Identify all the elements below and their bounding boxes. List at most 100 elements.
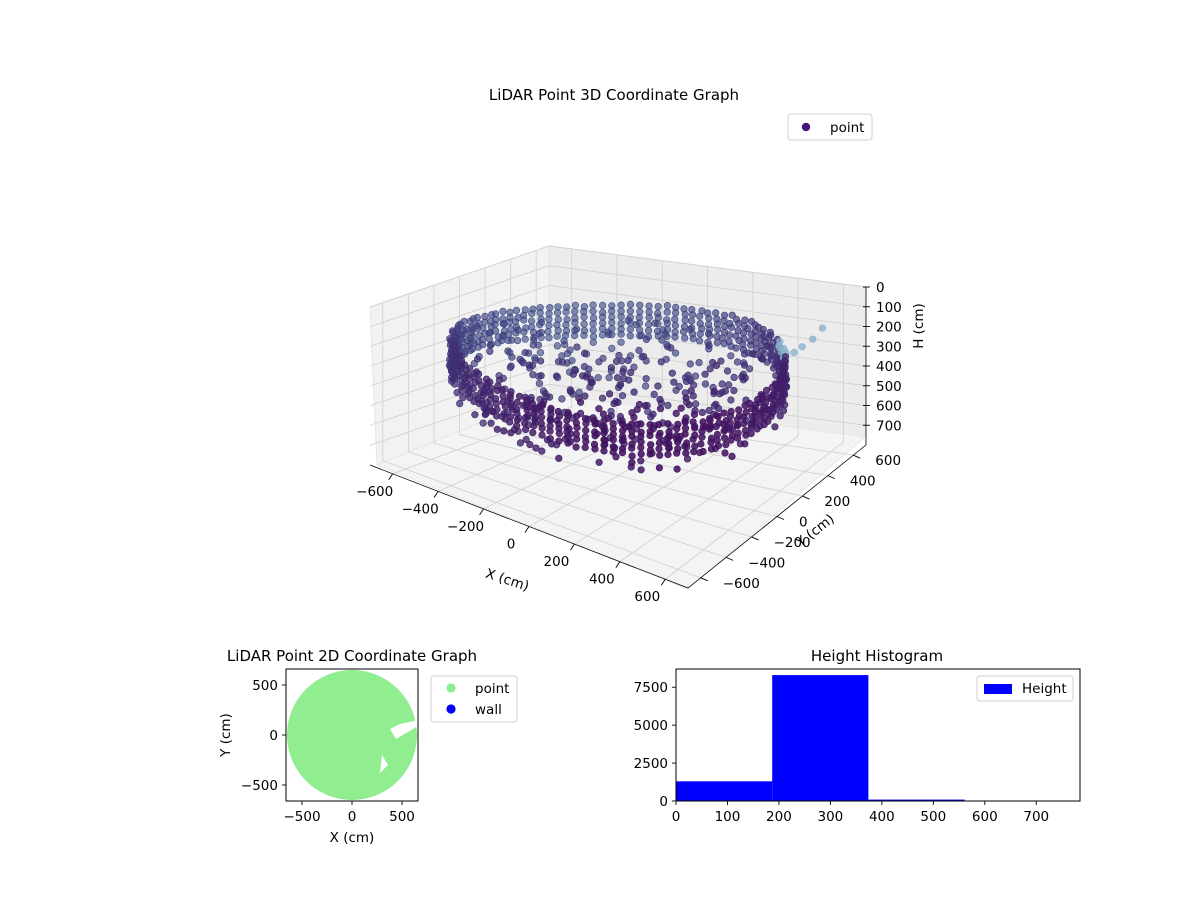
data-point-3d: [486, 402, 494, 411]
data-point-3d: [527, 317, 536, 325]
data-point-3d: [600, 429, 608, 437]
data-point-3d: [647, 441, 655, 449]
data-point-3d: [689, 418, 697, 426]
legend-histogram-box: [976, 675, 1074, 702]
data-point-3d: [468, 329, 476, 337]
data-point-3d: [588, 378, 596, 387]
data-point-3d: [499, 307, 507, 316]
data-point-3d: [626, 332, 634, 340]
z-tick-label-3d: 0: [876, 280, 885, 296]
data-point-3d: [653, 309, 662, 318]
y-tick-label-hist: 5000: [634, 718, 668, 734]
data-point-3d: [654, 382, 662, 390]
data-point-3d: [624, 356, 632, 365]
grid-line-x: [483, 260, 663, 510]
y-tick-3d: [725, 556, 734, 561]
data-point-3d: [664, 420, 672, 428]
data-point-3d: [535, 330, 543, 338]
z-tick-label-3d: 100: [876, 300, 902, 316]
data-point-3d: [714, 412, 722, 421]
data-point-3d: [581, 443, 589, 452]
data-point-3d: [655, 439, 664, 447]
data-point-3d: [599, 410, 608, 418]
data-point-3d: [599, 308, 607, 317]
data-point-3d: [712, 361, 721, 370]
data-point-3d: [617, 307, 625, 315]
data-point-3d: [529, 371, 537, 379]
data-point-3d: [474, 355, 482, 363]
data-point-3d: [720, 317, 728, 325]
data-point-3d: [675, 382, 683, 391]
x-axis-label-2d: X (cm): [330, 830, 375, 846]
data-point-3d: [545, 310, 553, 318]
x-tick-label-2d: −500: [283, 809, 320, 825]
data-point-3d: [529, 429, 537, 437]
data-point-3d: [682, 394, 690, 402]
data-point-3d: [500, 410, 508, 418]
data-point-3d: [718, 380, 726, 388]
data-point-3d: [673, 465, 681, 473]
data-point-3d: [798, 343, 806, 351]
data-point-3d: [671, 349, 680, 357]
data-point-3d: [726, 320, 734, 328]
data-point-3d: [663, 308, 671, 316]
data-point-3d: [636, 301, 644, 309]
data-point-3d: [512, 422, 521, 430]
y-tick-label-3d: 0: [799, 515, 808, 531]
grid-line-y: [433, 285, 752, 538]
data-point-3d: [481, 410, 489, 419]
data-point-3d: [452, 346, 460, 354]
data-point-3d: [626, 300, 635, 309]
data-point-3d: [481, 312, 489, 321]
data-point-3d: [681, 316, 689, 324]
data-point-3d: [610, 400, 618, 408]
data-point-3d: [530, 333, 538, 342]
y-tick-3d: [700, 577, 708, 582]
data-point-3d: [571, 314, 579, 322]
data-point-3d: [572, 443, 580, 451]
data-point-3d: [705, 415, 714, 423]
data-point-3d: [537, 407, 545, 416]
data-point-3d: [541, 389, 549, 398]
data-point-3d: [635, 314, 643, 322]
grid-line-y: [407, 293, 727, 558]
x-tick-label-3d: 400: [589, 572, 615, 588]
data-point-3d: [579, 372, 587, 380]
data-point-3d: [493, 412, 501, 420]
histogram-bar: [868, 799, 965, 801]
grid-line-y: [382, 302, 701, 579]
x-tick-label-2d: 500: [389, 809, 415, 825]
x-tick-label-3d: −200: [447, 519, 484, 535]
data-point-3d: [748, 418, 757, 426]
data-point-3d: [732, 332, 740, 340]
legend-3d: point: [787, 113, 873, 141]
x-tick-3d: [524, 526, 530, 533]
data-point-3d: [745, 365, 754, 373]
data-point-3d: [544, 327, 552, 336]
data-point-3d: [563, 303, 571, 311]
data-point-3d: [458, 387, 466, 395]
legend-2d-wall-label: wall: [475, 702, 502, 718]
x-axis-label-3d: X (cm): [484, 566, 531, 595]
data-point-3d: [722, 417, 730, 425]
data-point-3d: [594, 374, 602, 382]
data-point-3d: [646, 427, 654, 436]
data-point-3d: [475, 370, 483, 378]
data-point-3d: [691, 400, 700, 408]
data-point-3d: [616, 381, 624, 389]
data-point-3d: [499, 332, 507, 340]
data-point-3d: [546, 427, 554, 435]
data-point-3d: [461, 361, 469, 369]
data-point-3d: [646, 421, 654, 429]
data-point-3d: [767, 331, 775, 339]
x-tick-label-hist: 300: [818, 809, 844, 825]
x-tick-label-3d: 600: [634, 589, 660, 605]
data-point-3d: [564, 409, 572, 417]
data-point-3d: [691, 431, 699, 439]
data-point-3d: [538, 447, 546, 455]
data-point-3d: [696, 330, 704, 338]
data-point-3d: [765, 393, 773, 402]
data-point-3d: [740, 350, 749, 358]
data-point-3d: [713, 315, 721, 323]
